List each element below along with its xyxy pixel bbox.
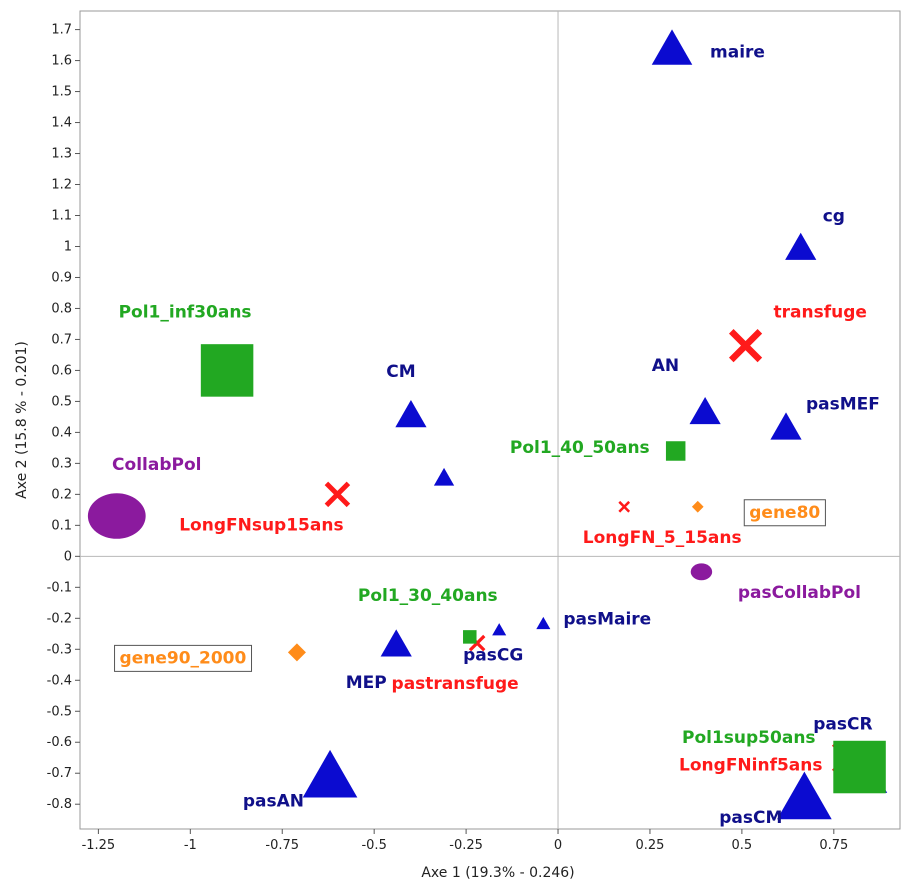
label-pol1-30-40ans-square: Pol1_30_40ans: [358, 586, 498, 606]
point-pasmaire-triangle: [536, 616, 551, 630]
label-transfuge-cross: transfuge: [774, 303, 867, 323]
label-pascm-triangle: pasCM: [719, 808, 782, 828]
y-tick-label: -0.5: [47, 704, 72, 719]
point-transfuge-cross: [728, 329, 763, 363]
y-axis-ticks: -0.8 -0.7 -0.6 -0.5 -0.4 -0.3 -0.2 -0.1 0 0.1 0.2 0…: [47, 23, 80, 812]
point-pol1sup50ans-square: [833, 740, 886, 794]
x-tick-label: 0.5: [732, 838, 753, 853]
point-longfn-5-15ans-cross: [618, 500, 631, 513]
label-box-gene80-diamond: [743, 499, 826, 527]
label-maire-triangle: maire: [710, 42, 765, 62]
point-pascollabpol-circle: [690, 563, 713, 581]
point-collabpol-circle: [87, 493, 146, 539]
label-an-triangle: AN: [652, 356, 679, 376]
y-tick-label: 0.4: [51, 425, 72, 440]
y-tick-label: 1.6: [51, 54, 72, 69]
point-pasmef-triangle: [770, 412, 802, 440]
y-tick-label: -0.4: [47, 673, 72, 688]
y-tick-label: 1: [64, 239, 72, 254]
x-tick-label: 0: [554, 838, 562, 853]
label-gene90-2000-diamond: gene90_2000: [120, 648, 247, 668]
y-tick-label: 1.1: [51, 209, 72, 224]
x-axis-title: Axe 1 (19.3% - 0.246): [421, 865, 574, 881]
y-tick-label: 1.2: [51, 178, 72, 193]
point-pascm-triangle: [777, 771, 832, 820]
point-maire-triangle: [651, 29, 693, 65]
point-gene90-2000-diamond: [287, 643, 306, 662]
label-longfn-5-15ans-cross: LongFN_5_15ans: [583, 528, 742, 548]
label-collabpol-circle: CollabPol: [112, 455, 201, 475]
data-labels: maire cg AN pasMEF CM pasMaire pasCG MEP pasAN pa…: [112, 42, 880, 828]
x-tick-label: -1.25: [82, 838, 116, 853]
point-pol1-inf30ans-square: [200, 344, 254, 397]
y-tick-label: 0.7: [51, 332, 72, 347]
label-pol1-40-50ans-square: Pol1_40_50ans: [510, 438, 650, 458]
label-pascollabpol-circle: pasCollabPol: [738, 583, 861, 603]
label-pasmef-triangle: pasMEF: [806, 394, 880, 414]
point-mep-triangle: [380, 629, 412, 657]
y-tick-label: -0.7: [47, 766, 72, 781]
point-pascg-triangle: [492, 623, 507, 636]
point-an-triangle: [689, 396, 721, 425]
x-tick-label: 0.25: [635, 838, 664, 853]
label-pol1-inf30ans-square: Pol1_inf30ans: [119, 302, 252, 322]
label-pascr-triangle: pasCR: [813, 714, 872, 734]
y-tick-label: 0.1: [51, 518, 72, 533]
x-tick-label: -0.5: [361, 838, 386, 853]
x-axis-ticks: -1.25 -1 -0.75 -0.5 -0.25 0 0.25 0.5 0.75: [82, 829, 848, 853]
y-tick-label: 0.2: [51, 487, 72, 502]
data-marks: [87, 29, 888, 820]
y-tick-label: 0: [64, 549, 72, 564]
label-gene80-diamond: gene80: [749, 503, 820, 523]
point-unlabeled-triangle: [433, 467, 455, 486]
point-cg-triangle: [785, 232, 817, 260]
y-tick-label: -0.1: [47, 580, 72, 595]
x-tick-label: -0.75: [265, 838, 299, 853]
y-tick-label: 1.4: [51, 116, 72, 131]
label-pasan-triangle: pasAN: [243, 791, 304, 811]
label-pascg-triangle: pasCG: [463, 646, 523, 666]
y-tick-label: 0.5: [51, 394, 72, 409]
y-axis-title: Axe 2 (15.8 % - 0.201): [14, 341, 30, 499]
point-pol1-30-40ans-square: [463, 630, 477, 644]
label-box-gene90-2000-diamond: [114, 644, 253, 672]
label-pastransfuge-cross: pastransfuge: [392, 674, 519, 694]
y-tick-label: -0.8: [47, 797, 72, 812]
point-longfnsup15ans-cross: [324, 481, 351, 508]
plot-frame: [79, 10, 901, 830]
label-pol1sup50ans-square: Pol1sup50ans: [682, 728, 816, 748]
x-tick-label: -0.25: [449, 838, 483, 853]
label-mep-triangle: MEP: [346, 673, 387, 693]
y-tick-label: 0.8: [51, 301, 72, 316]
point-gene80-diamond: [691, 500, 704, 513]
label-pasmaire-triangle: pasMaire: [563, 610, 651, 630]
point-cm-triangle: [395, 400, 427, 428]
label-longfnsup15ans-cross: LongFNsup15ans: [179, 515, 343, 535]
y-tick-label: -0.6: [47, 735, 72, 750]
y-tick-label: 1.3: [51, 147, 72, 162]
y-tick-label: -0.3: [47, 642, 72, 657]
y-tick-label: 1.5: [51, 85, 72, 100]
x-tick-label: -1: [184, 838, 197, 853]
label-longfninf5ans-cross: LongFNinf5ans: [679, 756, 822, 776]
point-pasan-triangle: [302, 749, 358, 798]
y-tick-label: 0.3: [51, 456, 72, 471]
label-cg-triangle: cg: [823, 207, 845, 227]
y-tick-label: 1.7: [51, 23, 72, 38]
point-pol1-40-50ans-square: [665, 441, 686, 461]
y-tick-label: 0.9: [51, 270, 72, 285]
y-tick-label: -0.2: [47, 611, 72, 626]
reference-lines: [80, 11, 900, 829]
label-cm-triangle: CM: [386, 362, 415, 382]
y-tick-label: 0.6: [51, 363, 72, 378]
x-tick-label: 0.75: [819, 838, 848, 853]
